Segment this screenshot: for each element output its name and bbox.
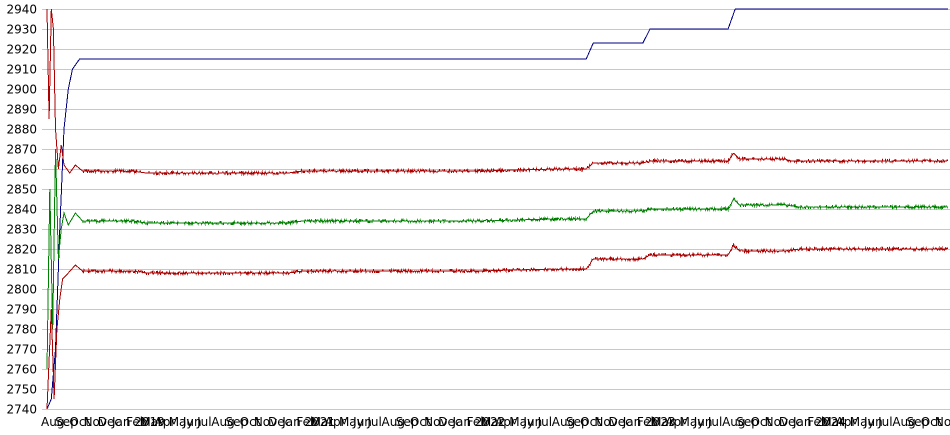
x-tick-label: May bbox=[509, 415, 534, 429]
x-tick-label: Jan 2021 bbox=[281, 415, 335, 429]
y-tick-label: 2790 bbox=[6, 303, 37, 317]
x-tick-label: Jul bbox=[537, 415, 552, 429]
x-tick-label: Nov bbox=[594, 415, 617, 429]
y-tick-label: 2770 bbox=[6, 343, 37, 357]
y-tick-label: 2800 bbox=[6, 283, 37, 297]
x-tick-label: Jun bbox=[863, 415, 883, 429]
x-tick-label: Mar bbox=[481, 415, 504, 429]
series-line-3 bbox=[46, 242, 949, 410]
x-tick-label: May bbox=[680, 415, 705, 429]
x-tick-label: Jun bbox=[522, 415, 542, 429]
x-tick-label: Oct bbox=[921, 415, 942, 429]
x-tick-label: Aug bbox=[552, 415, 575, 429]
x-tick-label: Jan 2019 bbox=[111, 415, 165, 429]
x-tick-label: Nov bbox=[765, 415, 788, 429]
x-tick-label: Dec bbox=[268, 415, 291, 429]
x-tick-label: Nov bbox=[84, 415, 107, 429]
y-tick-label: 2830 bbox=[6, 223, 37, 237]
x-tick-label: Nov bbox=[935, 415, 950, 429]
x-tick-label: Oct bbox=[750, 415, 771, 429]
x-tick-label: Jun bbox=[352, 415, 372, 429]
x-tick-label: Aug bbox=[211, 415, 234, 429]
x-tick-label: Oct bbox=[69, 415, 90, 429]
x-tick-label: Apr bbox=[495, 415, 516, 429]
x-tick-label: Oct bbox=[410, 415, 431, 429]
y-tick-label: 2910 bbox=[6, 63, 37, 77]
x-tick-label: Feb bbox=[637, 415, 658, 429]
y-tick-label: 2840 bbox=[6, 203, 37, 217]
y-tick-label: 2750 bbox=[6, 383, 37, 397]
x-tick-label: May bbox=[339, 415, 364, 429]
x-tick-label: Sep bbox=[225, 415, 248, 429]
y-tick-label: 2920 bbox=[6, 43, 37, 57]
y-tick-label: 2890 bbox=[6, 103, 37, 117]
x-tick-label: Sep bbox=[55, 415, 78, 429]
x-tick-label: Feb bbox=[126, 415, 147, 429]
x-tick-label: Oct bbox=[240, 415, 261, 429]
x-tick-label: Dec bbox=[98, 415, 121, 429]
x-tick-label: Jun bbox=[182, 415, 202, 429]
y-tick-label: 2930 bbox=[6, 23, 37, 37]
series-line-1 bbox=[46, 8, 949, 176]
x-tick-label: Mar bbox=[311, 415, 334, 429]
series-line-2 bbox=[46, 148, 949, 370]
x-tick-label: Apr bbox=[155, 415, 176, 429]
x-tick-label: Apr bbox=[325, 415, 346, 429]
x-tick-label: Feb bbox=[807, 415, 828, 429]
x-tick-label: Oct bbox=[580, 415, 601, 429]
x-tick-label: Sep bbox=[736, 415, 759, 429]
y-tick-label: 2760 bbox=[6, 363, 37, 377]
x-tick-label: Dec bbox=[438, 415, 461, 429]
x-tick-label: Mar bbox=[821, 415, 844, 429]
x-tick-label: Jun bbox=[693, 415, 713, 429]
x-tick-label: Feb bbox=[467, 415, 488, 429]
x-tick-label: Dec bbox=[779, 415, 802, 429]
series-line-0 bbox=[46, 8, 948, 410]
x-tick-label: Jan 2022 bbox=[451, 415, 505, 429]
x-tick-label: Aug bbox=[382, 415, 405, 429]
x-tick-label: Sep bbox=[907, 415, 930, 429]
y-tick-label: 2900 bbox=[6, 83, 37, 97]
x-tick-label: Nov bbox=[254, 415, 277, 429]
x-tick-label: Mar bbox=[651, 415, 674, 429]
x-tick-label: Jul bbox=[366, 415, 381, 429]
x-tick-label: Sep bbox=[396, 415, 419, 429]
x-tick-label: Sep bbox=[566, 415, 589, 429]
y-tick-label: 2850 bbox=[6, 183, 37, 197]
y-tick-label: 2940 bbox=[6, 3, 37, 17]
y-tick-label: 2810 bbox=[6, 263, 37, 277]
x-tick-label: Nov bbox=[424, 415, 447, 429]
x-tick-label: Aug bbox=[722, 415, 745, 429]
x-tick-label: Aug bbox=[41, 415, 64, 429]
x-tick-label: Jul bbox=[196, 415, 211, 429]
x-tick-label: Apr bbox=[665, 415, 686, 429]
y-tick-label: 2860 bbox=[6, 163, 37, 177]
y-tick-label: 2780 bbox=[6, 323, 37, 337]
x-tick-label: May bbox=[850, 415, 875, 429]
y-tick-label: 2880 bbox=[6, 123, 37, 137]
x-tick-label: Jan 2024 bbox=[792, 415, 846, 429]
x-tick-label: Dec bbox=[609, 415, 632, 429]
x-tick-label: Jan 2023 bbox=[622, 415, 676, 429]
x-tick-label: Jul bbox=[877, 415, 892, 429]
x-tick-label: Feb bbox=[296, 415, 317, 429]
x-tick-label: Jul bbox=[707, 415, 722, 429]
x-tick-label: Mar bbox=[140, 415, 163, 429]
x-tick-label: May bbox=[169, 415, 194, 429]
x-tick-label: Aug bbox=[892, 415, 915, 429]
y-tick-label: 2870 bbox=[6, 143, 37, 157]
y-tick-label: 2740 bbox=[6, 403, 37, 417]
y-tick-label: 2820 bbox=[6, 243, 37, 257]
x-tick-label: Apr bbox=[836, 415, 857, 429]
